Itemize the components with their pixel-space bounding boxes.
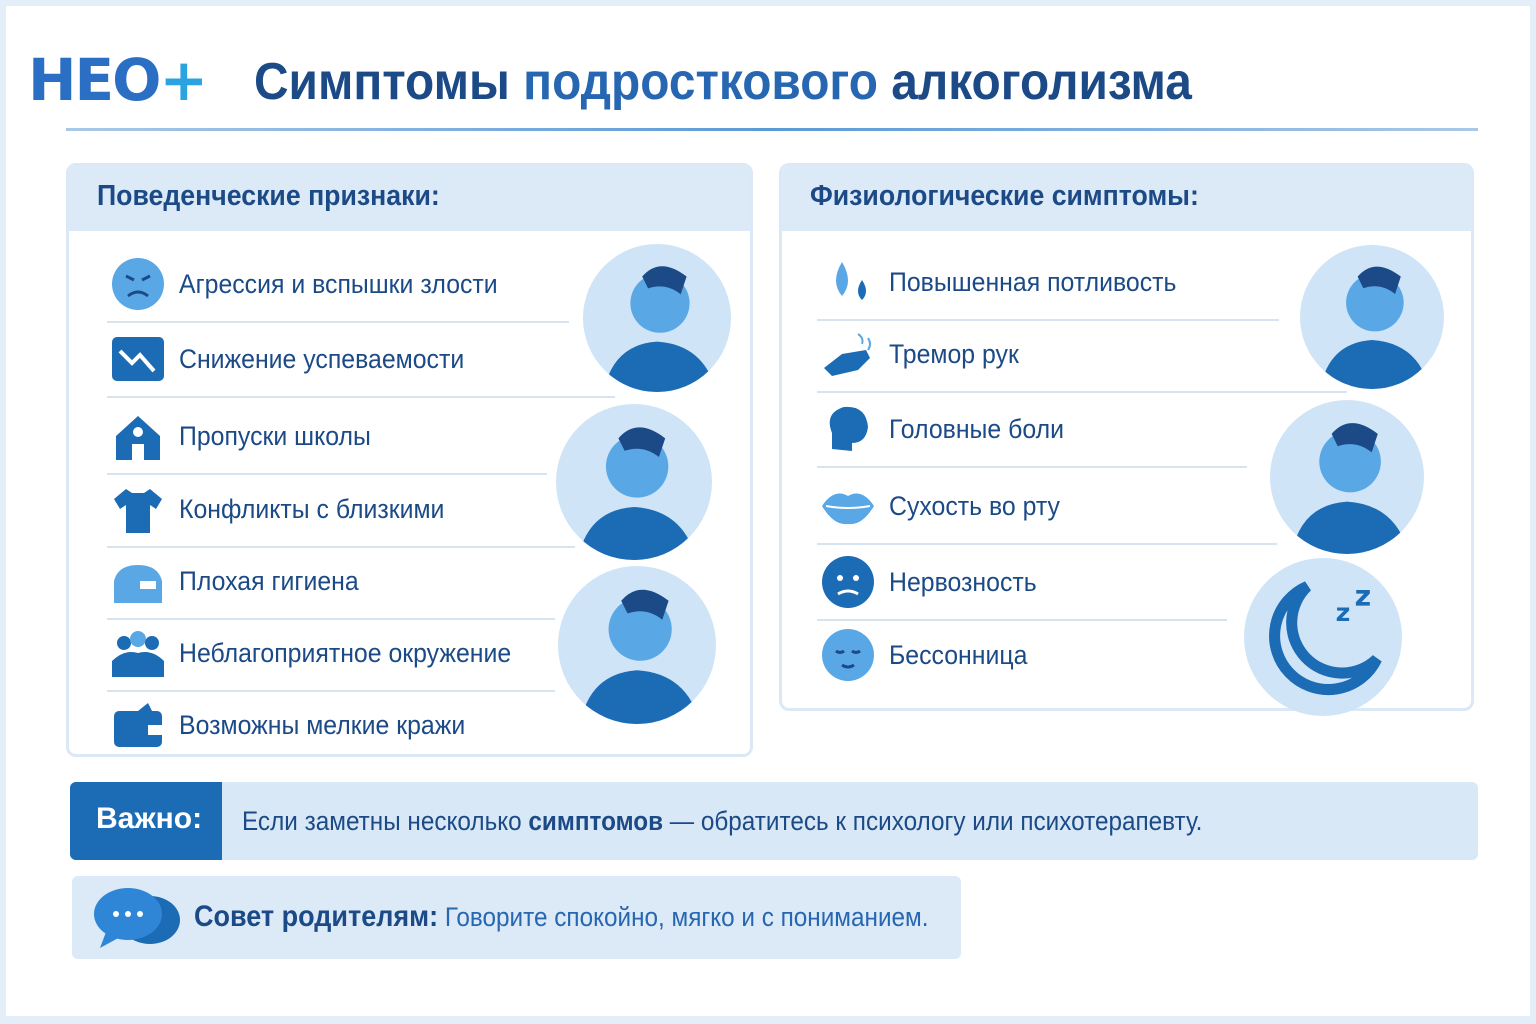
svg-text:z: z — [1355, 579, 1372, 612]
wallet-icon — [114, 703, 164, 747]
item-label: Бессонница — [889, 639, 1028, 670]
headache-person-illustration — [1300, 245, 1444, 389]
list-item: Плохая гигиена — [105, 551, 374, 611]
divider — [107, 546, 575, 548]
important-text: Если заметны несколько симптомов — обрат… — [242, 806, 1203, 836]
list-item: Повышенная потливость — [815, 252, 1201, 312]
bad-company-illustration — [558, 566, 716, 724]
divider — [817, 543, 1277, 545]
headache-icon — [829, 406, 868, 451]
logo: НЕО+ — [28, 46, 208, 114]
item-label: Повышенная потливость — [889, 266, 1177, 297]
list-item: Пропуски школы — [105, 406, 388, 466]
divider — [817, 391, 1347, 393]
torn-shirt-icon — [114, 489, 162, 533]
divider — [107, 690, 555, 692]
panel-heading: Физиологические симптомы: — [782, 166, 1471, 231]
divider — [817, 619, 1227, 621]
angry-face-icon — [112, 258, 164, 310]
shaking-hand-icon — [824, 333, 871, 376]
divider — [817, 319, 1279, 321]
sleepy-face-icon — [822, 629, 874, 681]
list-item: Возможны мелкие кражи — [105, 695, 490, 754]
item-label: Сухость во рту — [889, 490, 1060, 521]
item-label: Агрессия и вспышки злости — [179, 268, 498, 299]
item-label: Головные боли — [889, 413, 1065, 444]
lips-icon — [822, 493, 874, 525]
list-item: Неблагоприятное окружение — [105, 623, 540, 683]
item-label: Тремор рук — [889, 338, 1019, 369]
list-item: Тремор рук — [815, 324, 1030, 384]
laundry-icon — [114, 565, 162, 603]
list-item: Головные боли — [815, 399, 1079, 459]
list-item: Снижение успеваемости — [105, 329, 489, 389]
list-item: Нервозность — [815, 552, 1050, 612]
trend-down-icon — [112, 337, 164, 381]
item-label: Возможны мелкие кражи — [179, 709, 466, 740]
list-item: Конфликты с близкими — [105, 479, 468, 539]
head-profile-illustration — [1270, 400, 1424, 554]
divider — [66, 128, 1478, 131]
page-title: Симптомы подросткового алкоголизма — [254, 53, 1192, 111]
family-conflict-illustration — [556, 404, 712, 560]
person-illustration — [583, 244, 731, 392]
chat-bubbles-icon — [94, 888, 180, 948]
important-tag: Важно: — [70, 782, 222, 860]
list-item: Сухость во рту — [815, 476, 1075, 536]
list-item: Агрессия и вспышки злости — [105, 254, 525, 314]
item-label: Неблагоприятное окружение — [179, 637, 512, 668]
parent-tip: Совет родителям: Говорите спокойно, мягк… — [72, 876, 961, 959]
item-label: Плохая гигиена — [179, 565, 359, 596]
divider — [817, 466, 1247, 468]
divider — [107, 396, 615, 398]
item-label: Снижение успеваемости — [179, 343, 465, 374]
important-banner: Важно: Если заметны несколько симптомов … — [70, 782, 1478, 860]
item-label: Нервозность — [889, 566, 1037, 597]
list-item: Бессонница — [815, 625, 1039, 685]
school-icon — [116, 416, 160, 460]
divider — [107, 321, 569, 323]
sweat-drops-icon — [836, 262, 866, 300]
divider — [107, 473, 547, 475]
item-label: Конфликты с близкими — [179, 493, 445, 524]
panel-heading: Поведенческие признаки: — [69, 166, 750, 231]
item-label: Пропуски школы — [179, 420, 371, 451]
nervous-face-icon — [822, 556, 874, 608]
infographic: НЕО+ Симптомы подросткового алкоголизма … — [6, 6, 1530, 1016]
divider — [107, 618, 555, 620]
svg-text:z: z — [1336, 598, 1351, 627]
group-icon — [112, 631, 164, 677]
